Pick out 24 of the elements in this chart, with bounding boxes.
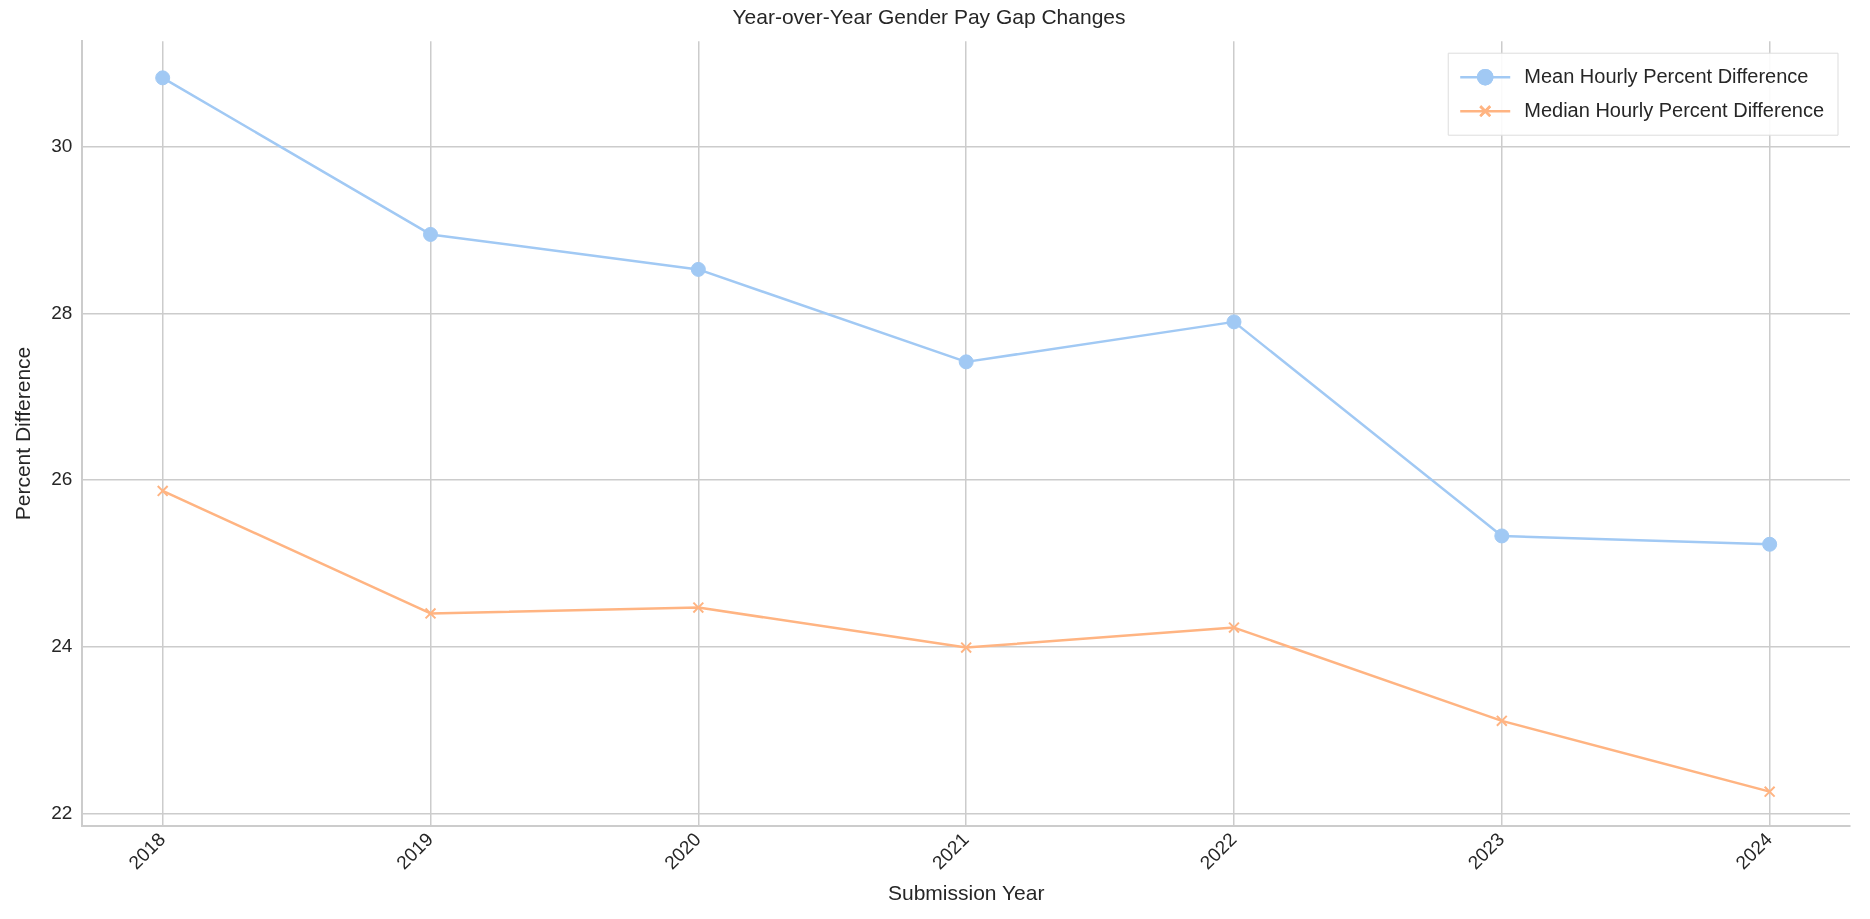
y-tick-label: 24 <box>51 634 73 656</box>
y-axis-title: Percent Difference <box>11 346 35 521</box>
legend-label: Median Hourly Percent Difference <box>1524 98 1825 121</box>
point <box>960 641 973 654</box>
point <box>958 354 974 370</box>
y-tick-label: 22 <box>51 801 73 823</box>
y-tick-label: 28 <box>51 301 73 323</box>
y-tick-label: 26 <box>51 468 73 490</box>
point <box>1494 528 1510 544</box>
y-tick-label: 30 <box>51 135 73 157</box>
point <box>424 607 437 620</box>
point <box>1226 314 1242 330</box>
legend-label: Mean Hourly Percent Difference <box>1524 64 1809 87</box>
point <box>690 261 706 277</box>
point <box>423 226 439 242</box>
point <box>1762 536 1778 552</box>
point <box>156 485 169 497</box>
point <box>1495 714 1508 727</box>
x-axis-title: Submission Year <box>887 881 1045 905</box>
point <box>1228 621 1240 634</box>
point <box>692 601 705 614</box>
point <box>1763 785 1776 798</box>
point <box>155 70 171 86</box>
chart-title: Year-over-Year Gender Pay Gap Changes <box>732 5 1126 29</box>
